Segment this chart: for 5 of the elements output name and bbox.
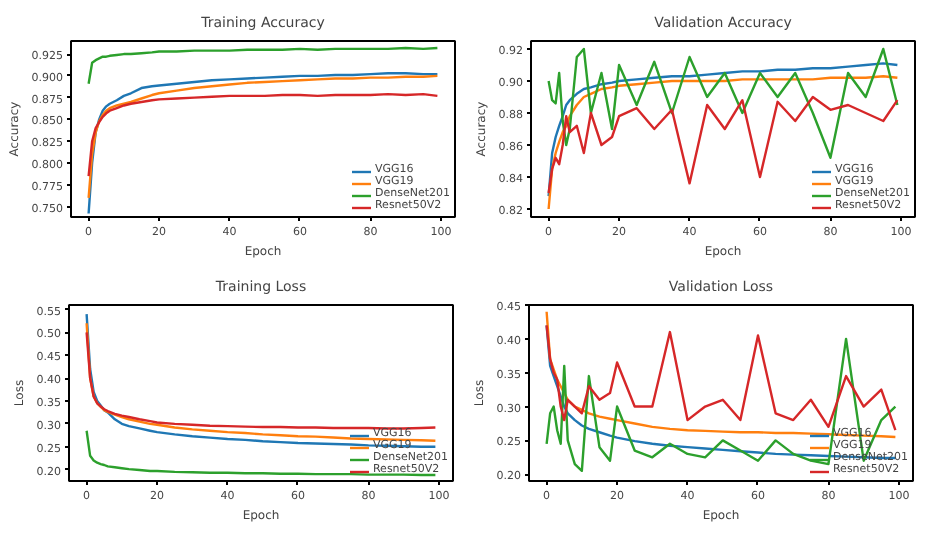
line-series — [87, 46, 439, 85]
line-series — [85, 331, 437, 430]
line-series — [545, 310, 897, 439]
line-series — [87, 92, 439, 178]
line-series — [547, 47, 899, 159]
